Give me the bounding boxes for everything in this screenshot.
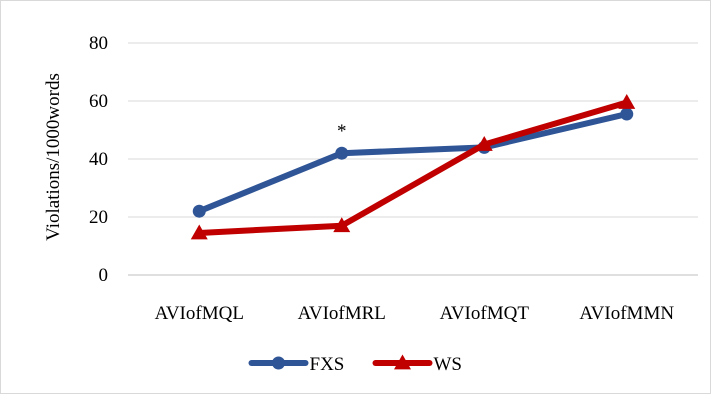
data-point [618, 93, 636, 109]
data-point [475, 136, 493, 151]
x-tick-label: AVIofMMN [579, 303, 674, 324]
legend-item-ws: WS [372, 354, 463, 375]
y-axis-title: Violations/1000words [43, 73, 64, 241]
data-point [333, 217, 351, 233]
y-tick-label: 0 [99, 265, 109, 286]
series-line [196, 99, 630, 236]
y-tick-label: 20 [89, 207, 108, 228]
legend-marker [272, 356, 285, 370]
x-tick-label: AVIofMRL [298, 303, 386, 324]
legend-label: FXS [310, 354, 345, 375]
y-tick-label: 40 [89, 149, 108, 170]
legend-item-fxs: FXS [248, 354, 345, 375]
data-point [192, 204, 206, 218]
significance-marker: * [337, 121, 347, 142]
legend-marker [394, 354, 411, 370]
series-ws [190, 93, 636, 240]
legend-label: WS [434, 354, 463, 375]
x-tick-label: AVIofMQT [440, 303, 530, 324]
data-point [190, 224, 208, 240]
y-tick-label: 80 [89, 33, 108, 54]
x-tick-label: AVIofMQL [155, 303, 244, 324]
series-line [196, 111, 630, 215]
data-point [620, 107, 634, 121]
series-fxs [192, 107, 634, 218]
data-point [335, 146, 349, 160]
y-tick-label: 60 [89, 91, 108, 112]
